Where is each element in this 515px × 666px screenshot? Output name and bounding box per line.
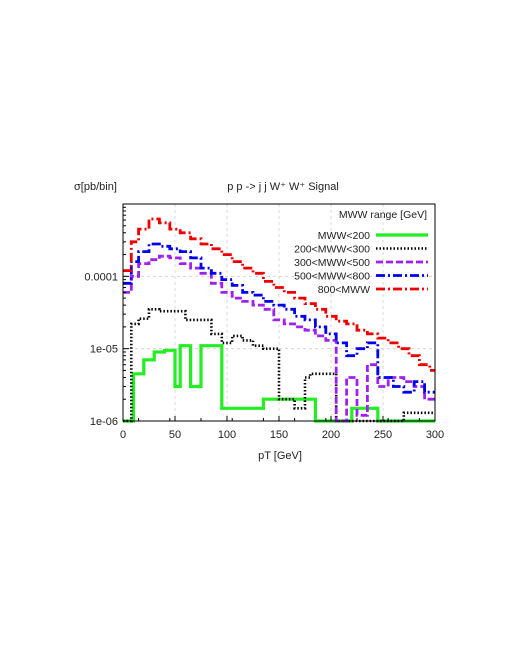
y-tick-label: 1e-06 (90, 416, 118, 428)
legend-label: 200<MWW<300 (294, 244, 370, 256)
series-line (123, 308, 435, 423)
legend-label: 800<MWW (318, 284, 370, 296)
legend-label: 300<MWW<500 (294, 257, 370, 269)
series-line (123, 217, 435, 372)
y-axis-label: σ[pb/bin] (74, 181, 117, 193)
x-tick-label: 150 (270, 429, 288, 441)
legend-label: 500<MWW<800 (294, 271, 370, 283)
x-tick-label: 300 (426, 429, 444, 441)
legend: MWW range [GeV] MWW<200 200<MWW<300300<MW… (294, 209, 428, 296)
x-tick-label: 50 (169, 429, 181, 441)
series-1 (123, 308, 435, 423)
legend-title: MWW range [GeV] (339, 209, 427, 221)
legend-label: MWW<200 (318, 230, 370, 242)
x-axis-label: pT [GeV] (258, 450, 302, 462)
x-tick-label: 100 (218, 429, 236, 441)
x-tick-label: 0 (120, 429, 126, 441)
x-tick-label: 250 (374, 429, 392, 441)
chart-title: p p -> j j W⁺ W⁺ Signal (227, 181, 339, 193)
x-tick-label: 200 (322, 429, 340, 441)
ticks: 0 50 100 150 200 250 300 1e-06 1e-05 0.0001 (84, 206, 444, 441)
series-line (123, 242, 435, 394)
series-line (123, 344, 435, 423)
y-tick-label: 1e-05 (90, 344, 118, 356)
series-3 (123, 242, 435, 394)
series-0 (123, 344, 435, 423)
series-4 (123, 217, 435, 372)
y-tick-label: 0.0001 (84, 271, 118, 283)
series-layer (123, 217, 435, 423)
